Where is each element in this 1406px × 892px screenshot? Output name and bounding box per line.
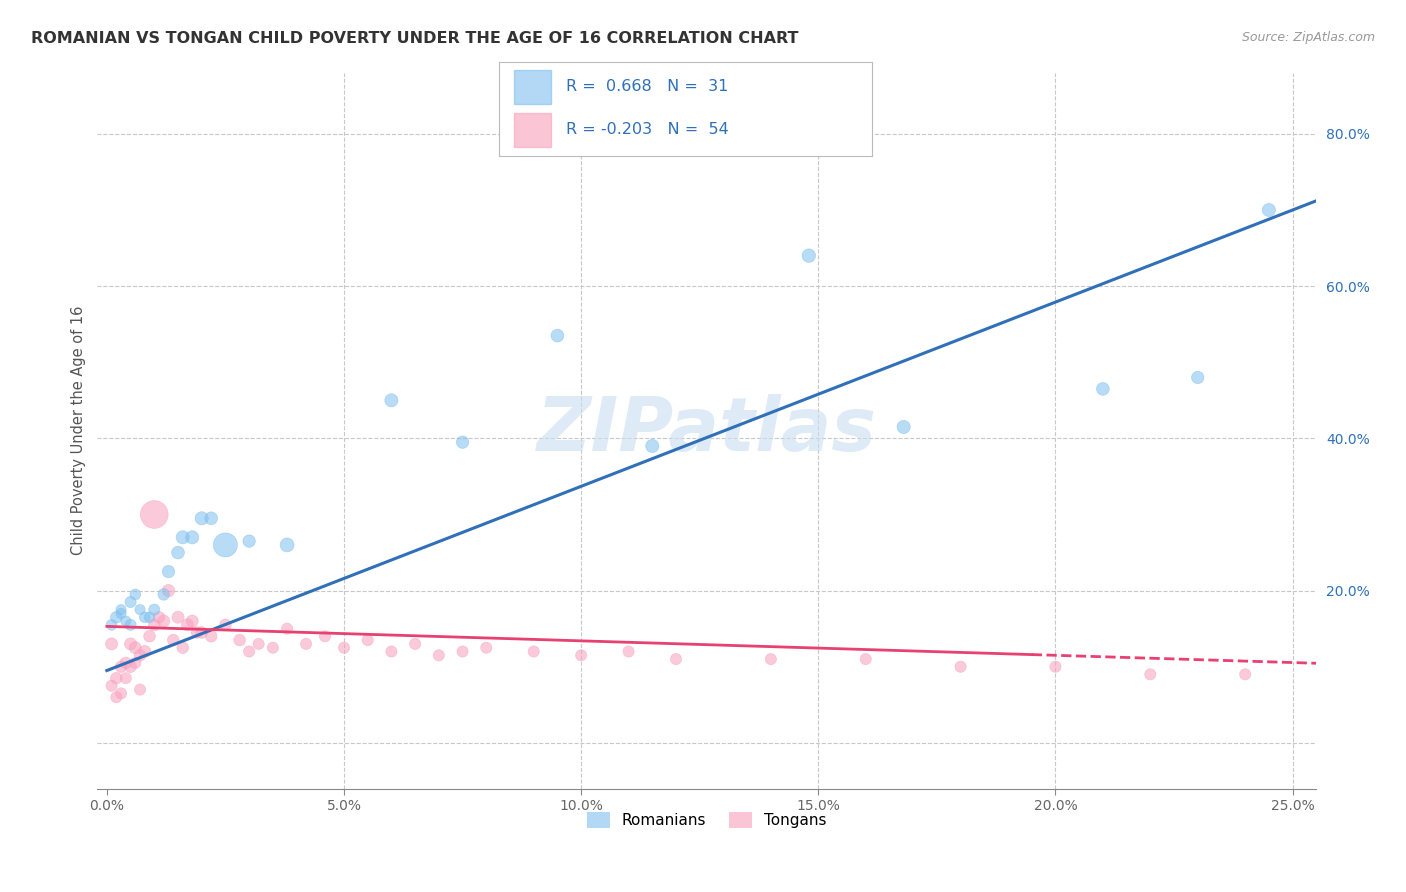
Point <box>475 640 498 655</box>
Point <box>110 659 132 673</box>
Point <box>262 640 284 655</box>
Point <box>134 644 156 658</box>
Text: Source: ZipAtlas.com: Source: ZipAtlas.com <box>1241 31 1375 45</box>
Point <box>569 648 592 663</box>
Point <box>617 644 640 658</box>
Point <box>143 508 166 522</box>
Point <box>1187 370 1209 384</box>
Point <box>176 618 198 632</box>
Point <box>797 249 820 263</box>
Point <box>295 637 318 651</box>
Point <box>120 637 142 651</box>
Point <box>1139 667 1161 681</box>
Point <box>665 652 688 666</box>
Point <box>1091 382 1114 396</box>
Point <box>143 618 166 632</box>
Point <box>190 511 212 525</box>
Point <box>238 534 260 549</box>
Point <box>451 435 474 450</box>
Point <box>1257 202 1279 217</box>
Point <box>855 652 877 666</box>
Point <box>162 633 184 648</box>
Point <box>333 640 356 655</box>
Text: R =  0.668   N =  31: R = 0.668 N = 31 <box>567 79 728 95</box>
Point <box>427 648 450 663</box>
Point <box>247 637 270 651</box>
Point <box>110 607 132 621</box>
Point <box>120 618 142 632</box>
Point <box>129 682 152 697</box>
Point <box>167 545 190 559</box>
Point <box>1234 667 1257 681</box>
Point <box>114 671 136 685</box>
Point <box>120 595 142 609</box>
Point <box>181 614 204 628</box>
Point <box>228 633 250 648</box>
Point <box>124 656 146 670</box>
Text: ROMANIAN VS TONGAN CHILD POVERTY UNDER THE AGE OF 16 CORRELATION CHART: ROMANIAN VS TONGAN CHILD POVERTY UNDER T… <box>31 31 799 46</box>
Point <box>357 633 380 648</box>
Point <box>100 679 122 693</box>
Point <box>949 659 972 673</box>
Point <box>214 618 236 632</box>
Point <box>893 420 915 434</box>
Point <box>276 622 298 636</box>
Point <box>124 640 146 655</box>
Point <box>105 671 128 685</box>
Point <box>641 439 664 453</box>
Y-axis label: Child Poverty Under the Age of 16: Child Poverty Under the Age of 16 <box>72 306 86 556</box>
Point <box>404 637 426 651</box>
Point <box>152 587 174 601</box>
Point <box>167 610 190 624</box>
Point <box>172 530 194 544</box>
Point <box>523 644 546 658</box>
Point <box>120 659 142 673</box>
Point <box>380 644 402 658</box>
Point <box>129 648 152 663</box>
Point <box>105 610 128 624</box>
Point <box>129 602 152 616</box>
Point <box>124 587 146 601</box>
Point <box>380 393 402 408</box>
Point <box>200 511 222 525</box>
Point <box>143 602 166 616</box>
Point <box>759 652 782 666</box>
Point <box>181 530 204 544</box>
Point <box>276 538 298 552</box>
Point <box>157 565 180 579</box>
Point <box>100 637 122 651</box>
Point <box>134 610 156 624</box>
Point <box>110 686 132 700</box>
Point <box>238 644 260 658</box>
Bar <box>515 113 551 147</box>
Point <box>114 614 136 628</box>
Text: R = -0.203   N =  54: R = -0.203 N = 54 <box>567 122 728 137</box>
Point <box>314 629 336 643</box>
Point <box>148 610 170 624</box>
Point <box>138 610 160 624</box>
Point <box>110 602 132 616</box>
Point <box>105 690 128 705</box>
Point <box>152 614 174 628</box>
Point <box>451 644 474 658</box>
Bar <box>515 70 551 103</box>
Point <box>114 656 136 670</box>
Point <box>157 583 180 598</box>
Point <box>1045 659 1067 673</box>
Point <box>190 625 212 640</box>
Text: ZIPatlas: ZIPatlas <box>537 394 877 467</box>
Point <box>546 328 568 343</box>
Point <box>172 640 194 655</box>
Legend: Romanians, Tongans: Romanians, Tongans <box>581 806 832 835</box>
Point <box>186 625 208 640</box>
Point <box>138 629 160 643</box>
Point <box>200 629 222 643</box>
Point <box>214 538 236 552</box>
Point <box>100 618 122 632</box>
